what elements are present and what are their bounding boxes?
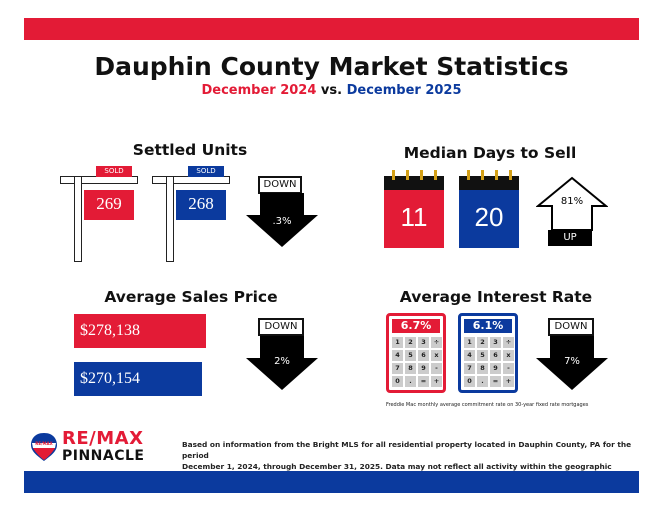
calculator-key: . xyxy=(405,376,416,387)
median-days-value-a: 11 xyxy=(400,202,428,232)
calculator-key: 5 xyxy=(477,350,488,361)
settled-change-value: .3% xyxy=(272,216,292,227)
calculator-key: x xyxy=(431,350,442,361)
calculator-key: - xyxy=(503,363,514,374)
interest-footnote: Freddie Mac monthly average commitment r… xyxy=(386,402,589,408)
down-arrow-icon xyxy=(536,336,608,390)
calculator-key: 2 xyxy=(405,337,416,348)
logo-pinnacle: PINNACLE xyxy=(62,448,145,464)
calculator-key: 1 xyxy=(392,337,403,348)
avg-price-heading: Average Sales Price xyxy=(104,288,278,306)
calculator-key: . xyxy=(477,376,488,387)
calculator-key: ÷ xyxy=(431,337,442,348)
calculator-key: - xyxy=(431,363,442,374)
settled-value-a: 269 xyxy=(96,194,122,213)
settled-units-heading: Settled Units xyxy=(132,141,248,159)
calculator-key: 0 xyxy=(392,376,403,387)
calendar-a: 11 xyxy=(384,170,444,248)
settled-change-label: DOWN xyxy=(258,176,302,194)
calculator-a: 6.7% 1 2 3 ÷ 4 5 6 x 7 8 9- 0. = + xyxy=(386,313,446,393)
calculator-key: 4 xyxy=(392,350,403,361)
page-subtitle: December 2024 vs. December 2025 xyxy=(0,83,663,98)
calendar-b: 20 xyxy=(459,170,519,248)
interest-rate-value-b: 6.1% xyxy=(464,319,512,333)
sold-tag-b: SOLD xyxy=(188,166,224,177)
period-a: December 2024 xyxy=(201,83,317,98)
vs-label: vs. xyxy=(320,83,343,98)
disclaimer-line-1: Based on information from the Bright MLS… xyxy=(182,440,632,460)
calculator-key: 8 xyxy=(477,363,488,374)
avg-price-value-a: $278,138 xyxy=(74,314,206,348)
calculator-key: 2 xyxy=(477,337,488,348)
median-days-change-label: UP xyxy=(548,230,592,246)
interest-change-label: DOWN xyxy=(548,318,594,336)
interest-change-value: 7% xyxy=(564,356,580,367)
remax-balloon-icon: RE/MAX xyxy=(30,432,58,462)
logo-remax: RE/MAX xyxy=(62,428,144,449)
interest-rate-value-a: 6.7% xyxy=(392,319,440,333)
settled-value-b: 268 xyxy=(188,194,214,213)
calculator-key: + xyxy=(503,376,514,387)
sign-b: 268 xyxy=(176,190,226,220)
top-banner xyxy=(24,18,639,40)
calculator-key: 1 xyxy=(464,337,475,348)
calculator-b: 6.1% 1 2 3 ÷ 4 5 6 x 7 8 9- 0. = + xyxy=(458,313,518,393)
avg-price-change-value: 2% xyxy=(274,356,290,367)
period-b: December 2025 xyxy=(346,83,462,98)
avg-price-value-b: $270,154 xyxy=(74,362,202,396)
calculator-key: 0 xyxy=(464,376,475,387)
calculator-key: 9 xyxy=(418,363,429,374)
sign-post-b: SOLD 268 xyxy=(152,162,232,262)
calculator-key: 5 xyxy=(405,350,416,361)
calculator-key: ÷ xyxy=(503,337,514,348)
avg-price-change-label: DOWN xyxy=(258,318,304,336)
down-arrow-icon xyxy=(246,336,318,390)
remax-badge-text: RE/MAX xyxy=(35,441,53,446)
calculator-key: 3 xyxy=(418,337,429,348)
page-title: Dauphin County Market Statistics xyxy=(94,52,569,81)
calculator-key: = xyxy=(418,376,429,387)
calculator-key: + xyxy=(431,376,442,387)
median-days-change-value: 81% xyxy=(560,196,584,207)
sold-tag-a: SOLD xyxy=(96,166,132,177)
sign-post-a: SOLD 269 xyxy=(60,162,140,262)
calculator-key: 7 xyxy=(392,363,403,374)
calculator-key: 4 xyxy=(464,350,475,361)
calculator-key: 9 xyxy=(490,363,501,374)
calculator-key: x xyxy=(503,350,514,361)
calculator-key: 8 xyxy=(405,363,416,374)
calculator-key: = xyxy=(490,376,501,387)
sign-a: 269 xyxy=(84,190,134,220)
interest-rate-heading: Average Interest Rate xyxy=(399,288,593,306)
median-days-value-b: 20 xyxy=(474,202,504,232)
median-days-heading: Median Days to Sell xyxy=(403,144,577,162)
down-arrow-icon xyxy=(246,193,318,247)
calculator-key: 6 xyxy=(490,350,501,361)
bottom-banner xyxy=(24,471,639,493)
calculator-key: 6 xyxy=(418,350,429,361)
calculator-key: 3 xyxy=(490,337,501,348)
calculator-key: 7 xyxy=(464,363,475,374)
